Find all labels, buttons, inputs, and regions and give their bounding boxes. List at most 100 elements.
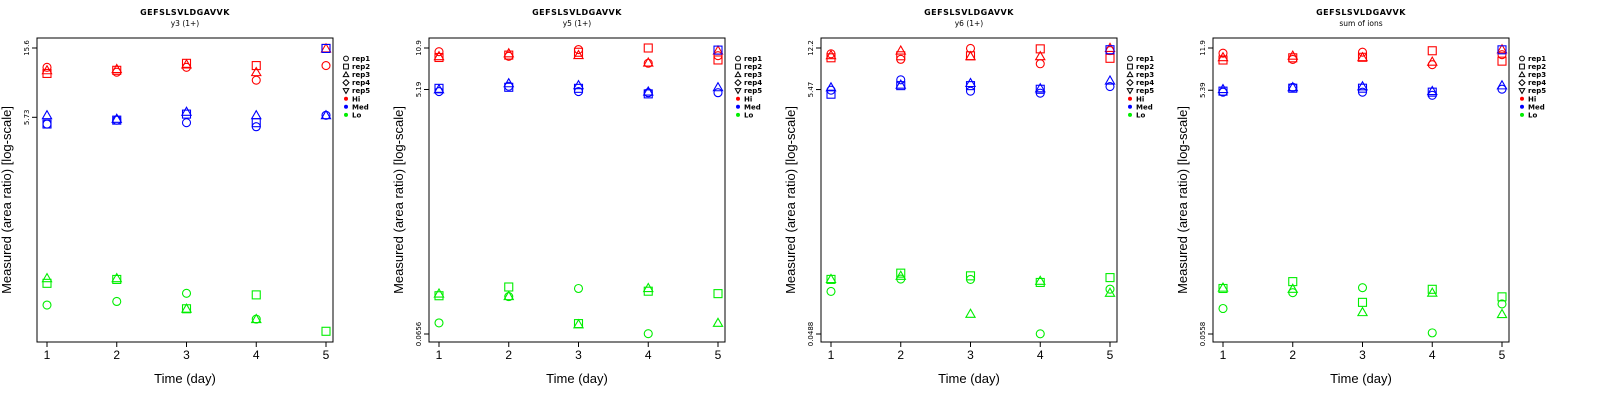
data-point-lo-rep1 [826,286,836,296]
data-point-hi-rep3 [964,50,977,61]
data-point-med-rep3 [1104,74,1116,85]
legend-label: Hi [1528,95,1536,103]
legend-label: rep4 [744,79,762,87]
legend-symbol-rep4 [1126,78,1134,87]
legend-symbol-med [344,104,348,109]
legend-label: rep4 [352,79,370,87]
data-point-hi-rep3 [41,64,53,75]
chart-svg: GEFSLSVLDGAVVK y5 (1+) 1 2 3 4 5 10.9 5.19 0.0656… [392,8,762,386]
legend-label: rep2 [744,63,762,71]
data-point-lo-rep1 [573,283,584,294]
data-point-lo-rep1 [1105,284,1115,294]
legend-symbol-rep2 [1127,63,1133,70]
legend-symbol-med [1520,104,1524,109]
chart-subtitle: y5 (1+) [563,19,592,28]
data-point-hi-rep2 [434,52,444,63]
data-point-lo-rep3 [1287,283,1299,293]
data-point-med-rep3 [503,77,515,88]
legend-label: Med [352,103,369,111]
legend-symbol-rep1 [735,55,741,62]
data-point-lo-rep2 [1105,273,1115,283]
legend-label: Lo [352,111,361,119]
data-point-med-rep2 [1427,87,1437,97]
data-point-lo-rep2 [112,274,122,284]
x-tick-label: 5 [1499,348,1506,362]
legend-symbol-hi [1128,96,1132,101]
legend-label: Hi [352,95,360,103]
data-point-med-rep1 [1105,81,1115,92]
data-point-med-rep2 [1497,45,1507,55]
data-point-med-rep3 [825,81,837,92]
legend-symbol-med [736,104,740,109]
data-point-lo-rep2 [1427,284,1437,294]
data-point-hi-rep2 [1497,56,1507,66]
legend-symbol-rep2 [735,63,741,70]
data-point-lo-rep1 [1218,303,1228,314]
data-point-lo-rep3 [180,303,193,313]
x-tick-label: 3 [183,348,190,362]
data-point-med-rep3 [250,109,262,120]
data-point-med-rep3 [964,77,977,88]
data-point-med-rep3 [1426,85,1438,96]
data-point-med-rep3 [320,109,332,120]
y-tick-label: 10.9 [415,40,423,56]
data-point-hi-rep3 [1104,42,1116,53]
data-point-med-rep1 [181,118,192,128]
data-point-med-rep2 [1288,83,1298,93]
data-point-med-rep3 [712,81,724,92]
data-point-lo-rep2 [1035,277,1045,288]
legend-symbol-lo [1520,112,1524,117]
legend-label: rep1 [1136,55,1154,63]
data-point-hi-rep3 [1217,51,1229,62]
data-point-lo-rep2 [965,271,976,281]
data-point-lo-rep3 [250,313,262,324]
data-point-med-rep1 [896,75,906,85]
x-tick-label: 1 [44,348,51,362]
y-tick-label: 0.0488 [807,322,815,347]
x-tick-label: 2 [113,348,120,362]
data-point-lo-rep2 [1497,292,1507,302]
legend-label: rep1 [352,55,370,63]
x-tick-label: 1 [436,348,443,362]
data-point-hi-rep3 [1426,56,1438,66]
x-tick-label: 5 [323,348,330,362]
legend-label: rep3 [744,71,762,79]
data-point-hi-rep1 [321,61,331,71]
data-point-med-rep3 [41,109,53,120]
legend-label: rep5 [352,87,370,95]
data-point-hi-rep1 [434,47,444,57]
data-point-hi-rep3 [642,56,654,67]
data-point-hi-rep3 [433,50,445,61]
y-tick-label: 11.9 [1199,40,1207,56]
data-point-hi-rep2 [896,51,906,61]
legend-symbol-lo [344,112,348,117]
data-point-lo-rep1 [1497,299,1507,309]
data-point-hi-rep3 [111,63,123,74]
data-point-lo-rep2 [251,290,261,300]
chart-svg: GEFSLSVLDGAVVK y6 (1+) 1 2 3 4 5 12.2 5.47 0.0488… [784,8,1154,386]
legend-symbol-rep3 [1518,70,1526,78]
data-point-lo-rep3 [111,272,123,283]
x-tick-label: 4 [253,348,260,362]
data-point-lo-rep1 [1357,283,1368,293]
legend-label: Hi [744,95,752,103]
data-point-med-rep3 [1356,80,1369,91]
data-point-lo-rep1 [181,288,192,298]
x-axis-label: Time (day) [1330,371,1392,386]
legend-symbol-rep1 [1519,55,1525,62]
y-tick-label: 5.73 [23,110,31,126]
legend-label: Med [1136,103,1153,111]
data-point-lo-rep2 [1357,297,1368,307]
data-point-lo-rep3 [825,273,837,284]
legend-symbol-rep5 [342,88,350,95]
legend-label: Hi [1136,95,1144,103]
data-point-med-rep3 [572,79,585,90]
data-point-med-rep3 [1287,81,1299,92]
legend-symbol-rep3 [1126,70,1134,78]
data-point-med-rep1 [42,119,52,129]
legend-label: rep3 [1528,71,1546,79]
legend-label: rep2 [1528,63,1546,71]
legend-label: rep5 [1136,87,1154,95]
data-point-med-rep3 [642,85,654,96]
legend-symbol-rep5 [734,88,742,95]
